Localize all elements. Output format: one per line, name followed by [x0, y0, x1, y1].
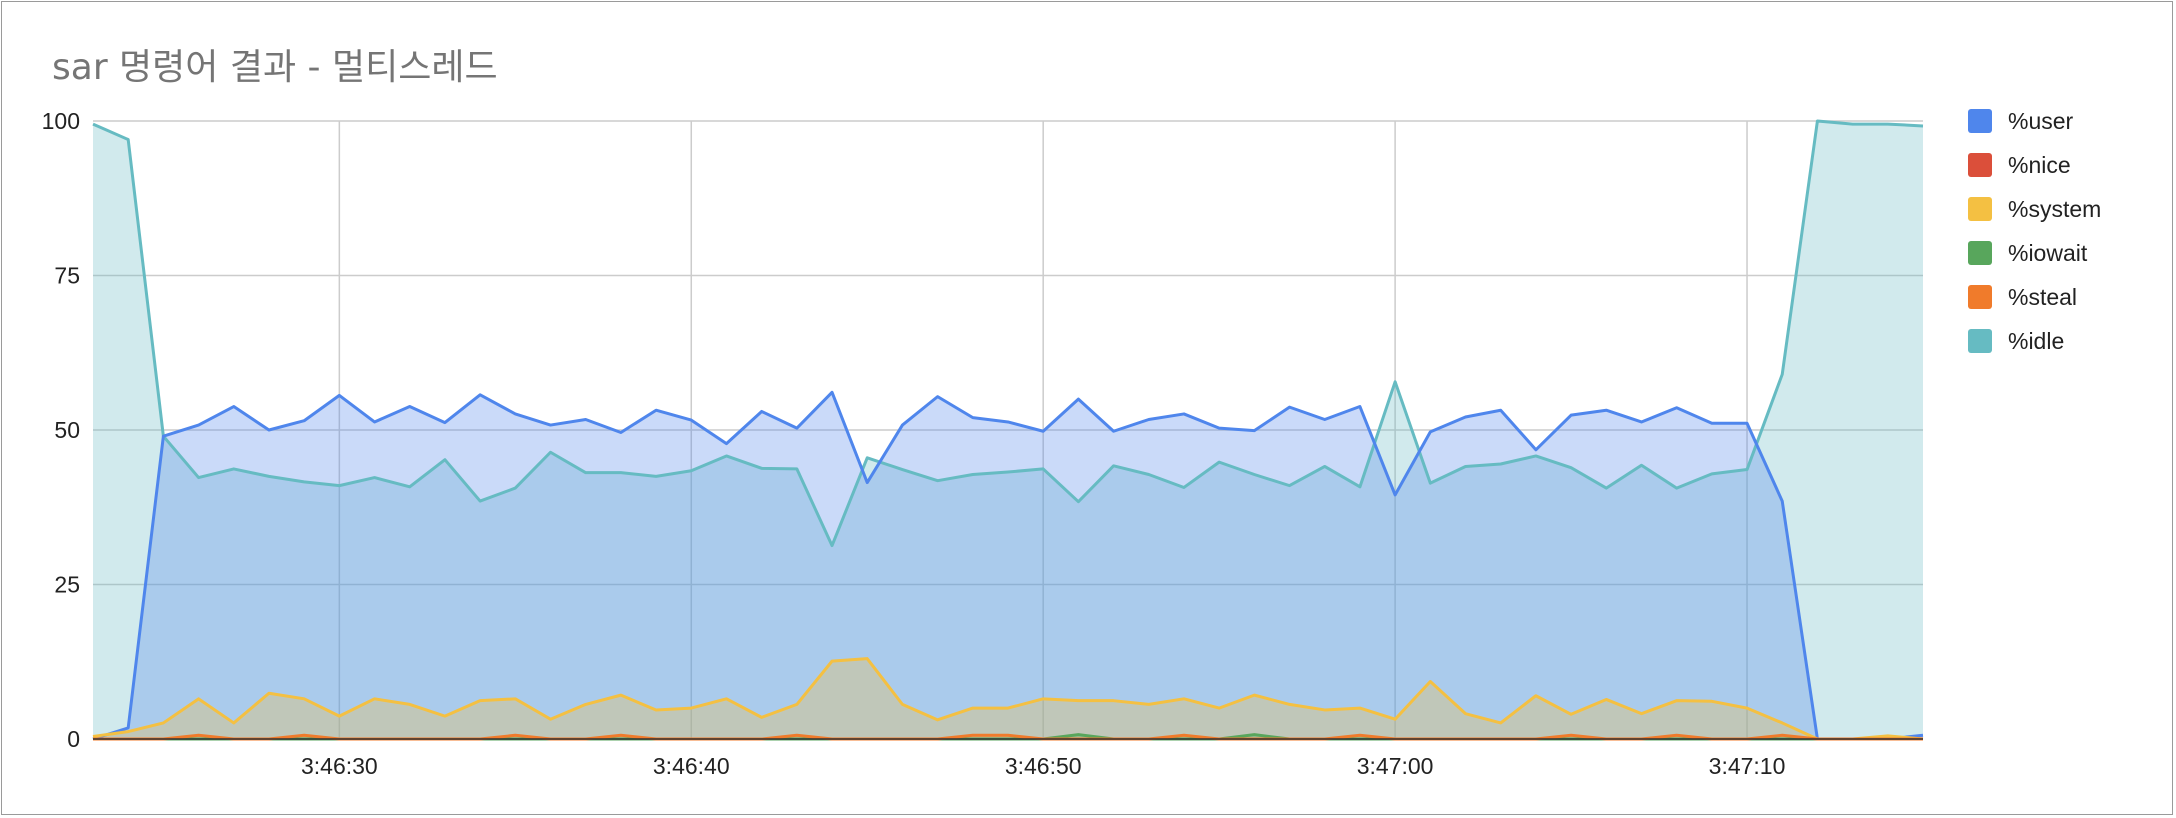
legend-label: %steal: [2008, 284, 2077, 310]
area-steal: [93, 735, 1923, 739]
x-tick-label: 3:46:40: [653, 753, 730, 779]
line-user: [92, 390, 1924, 741]
legend-swatch: [1968, 329, 1992, 353]
x-tick-label: 3:46:50: [1005, 753, 1082, 779]
y-tick-label: 0: [67, 726, 80, 752]
legend-swatch: [1968, 241, 1992, 265]
legend-label: %idle: [2008, 328, 2064, 354]
x-tick-label: 3:47:00: [1357, 753, 1434, 779]
legend-label: %nice: [2008, 152, 2071, 178]
y-tick-label: 25: [54, 572, 80, 598]
legend: %user %nice %system %iowait %steal %idle: [1968, 108, 2101, 354]
legend-swatch: [1968, 109, 1992, 133]
series-lines: [92, 119, 1924, 741]
legend-label: %iowait: [2008, 240, 2088, 266]
series-areas: [93, 121, 1923, 739]
x-tick-label: 3:46:30: [301, 753, 378, 779]
legend-label: %user: [2008, 108, 2074, 134]
chart-title: sar 명령어 결과 - 멀티스레드: [52, 47, 498, 88]
x-tick-label: 3:47:10: [1709, 753, 1786, 779]
y-tick-label: 100: [42, 108, 80, 134]
area-idle: [93, 121, 1923, 739]
legend-swatch: [1968, 285, 1992, 309]
legend-swatch: [1968, 153, 1992, 177]
grid: [93, 120, 1923, 740]
y-tick-label: 75: [54, 263, 80, 289]
axis-labels: 0 25 50 75 100 3:46:30 3:46:40 3:46:50 3:47:00 3:…: [42, 108, 1786, 779]
line-idle: [92, 119, 1924, 548]
line-system: [92, 657, 1924, 741]
legend-swatch: [1968, 197, 1992, 221]
y-tick-label: 50: [54, 417, 80, 443]
legend-label: %system: [2008, 196, 2101, 222]
area-system: [93, 658, 1923, 739]
area-user: [93, 392, 1923, 739]
